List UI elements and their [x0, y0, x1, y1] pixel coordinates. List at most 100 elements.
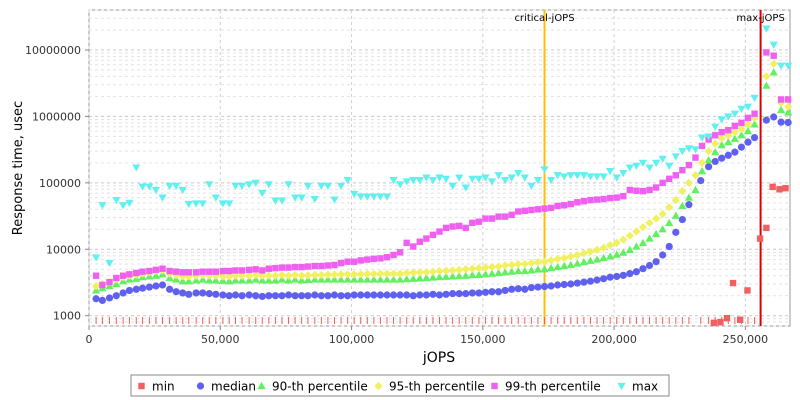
99-th-percentile-point [252, 266, 259, 273]
99-th-percentile-point [344, 258, 351, 265]
95-th-percentile-point [330, 270, 339, 279]
max-point [724, 113, 733, 121]
median-point [632, 268, 641, 276]
max-point [225, 200, 234, 208]
99-th-percentile-point [685, 161, 693, 169]
max-point [251, 179, 260, 187]
90-th-percentile-point [271, 276, 280, 284]
median-point [337, 292, 345, 300]
95-th-percentile-point [435, 266, 444, 276]
99-th-percentile-point [508, 211, 515, 219]
99-th-percentile-point [449, 223, 456, 230]
max-point [704, 133, 713, 141]
median-point [363, 291, 371, 299]
legend-swatch [491, 382, 498, 390]
median-point [179, 289, 187, 297]
max-point [560, 173, 569, 181]
median-point [560, 280, 568, 289]
99-th-percentile-point [226, 267, 233, 275]
median-point [435, 291, 444, 299]
95-th-percentile-point [363, 269, 372, 279]
median-point [166, 285, 174, 293]
90-th-percentile-point [258, 276, 267, 284]
99-th-percentile-point [534, 206, 542, 213]
median-point [132, 285, 140, 293]
max-point [776, 62, 786, 70]
median-point [724, 151, 732, 159]
90-th-percentile-point [297, 276, 306, 284]
99-th-percentile-point [574, 199, 581, 206]
max-point [481, 174, 490, 182]
90-th-percentile-point [586, 256, 595, 264]
95-th-percentile-point [573, 250, 582, 260]
median-point [238, 292, 246, 300]
90-th-percentile-point [474, 270, 483, 279]
95-th-percentile-point [586, 247, 595, 256]
95-th-percentile-point [422, 267, 431, 277]
median-point [784, 118, 792, 127]
95-th-percentile-point [507, 260, 516, 270]
90-th-percentile-point [382, 275, 392, 283]
99-th-percentile-point [219, 267, 227, 275]
max-point [237, 182, 247, 190]
median-point [777, 118, 785, 126]
90-th-percentile-point [363, 275, 372, 283]
90-th-percentile-point [632, 242, 641, 250]
median-point [225, 292, 233, 300]
90-th-percentile-point [184, 277, 193, 285]
max-point [290, 194, 300, 202]
95-th-percentile-point [784, 102, 793, 111]
median-point [718, 154, 726, 162]
99-th-percentile-point [528, 206, 535, 214]
95-th-percentile-point [271, 271, 280, 280]
99-th-percentile-point [133, 269, 140, 277]
max-point [665, 162, 674, 170]
max-point [125, 199, 134, 207]
y-tick-label: 10000000 [25, 44, 81, 57]
legend-swatch [374, 381, 383, 391]
median-point [744, 138, 752, 146]
max-point [573, 172, 582, 180]
99-th-percentile-point [554, 202, 561, 210]
legend-label: 90-th percentile [272, 380, 368, 394]
max-point [323, 182, 333, 190]
max-point [533, 177, 543, 185]
99-th-percentile-point [751, 110, 758, 117]
99-th-percentile-point [245, 266, 253, 274]
median-point [626, 270, 634, 278]
max-point [172, 182, 181, 190]
90-th-percentile-point [769, 68, 778, 76]
90-th-percentile-point [402, 275, 411, 283]
max-point [435, 174, 444, 182]
median-point [271, 292, 280, 300]
90-th-percentile-point [520, 266, 529, 275]
median-point [639, 265, 647, 273]
95-th-percentile-point [448, 266, 457, 275]
99-th-percentile-point [311, 262, 318, 270]
90-th-percentile-point [566, 260, 575, 269]
max-point [632, 162, 641, 170]
95-th-percentile-point [91, 281, 101, 291]
95-th-percentile-point [211, 271, 220, 280]
95-th-percentile-point [769, 59, 778, 68]
max-point [178, 186, 187, 195]
max-point [507, 174, 516, 182]
max-point [645, 164, 654, 172]
90-th-percentile-point [350, 275, 359, 283]
99-th-percentile-point [179, 269, 186, 276]
90-th-percentile-point [211, 276, 220, 284]
90-th-percentile-point [323, 275, 333, 283]
90-th-percentile-point [461, 271, 470, 279]
99-th-percentile-point [606, 194, 614, 202]
legend-label: max [632, 380, 658, 394]
90-th-percentile-point [730, 134, 739, 142]
max-point [619, 170, 628, 178]
median-point [534, 283, 542, 291]
90-th-percentile-point [678, 201, 687, 209]
median-point [573, 279, 581, 287]
median-point [599, 275, 608, 283]
max-point [769, 41, 778, 49]
99-th-percentile-point [212, 268, 220, 275]
min-point [710, 319, 718, 327]
max-point [448, 182, 457, 190]
